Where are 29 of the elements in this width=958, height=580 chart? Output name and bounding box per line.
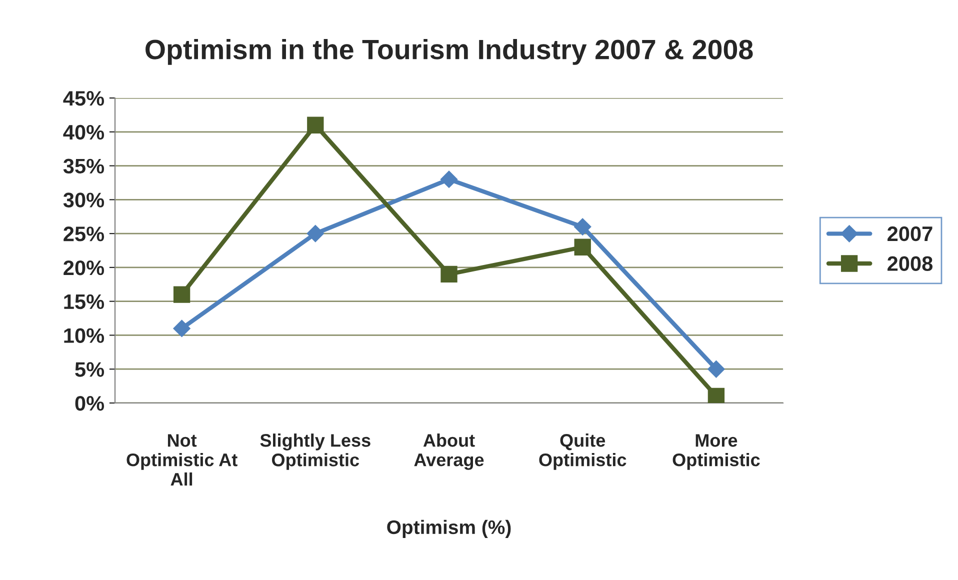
- y-tick-label: 15%: [64, 294, 104, 310]
- point: [306, 225, 324, 242]
- x-axis-title: Optimism (%): [387, 520, 511, 538]
- x-tick-label: Slightly Less Optimistic: [260, 434, 370, 470]
- point: [708, 388, 725, 403]
- y-tick-label: 35%: [63, 158, 104, 174]
- y-tick-label: 0%: [75, 396, 104, 411]
- point: [173, 286, 190, 303]
- point: [440, 266, 458, 283]
- legend-label: 2008: [888, 256, 933, 272]
- y-tick-label: 10%: [64, 328, 104, 343]
- x-tick-label: About Average: [414, 434, 484, 470]
- y-tick-label: 45%: [63, 91, 104, 106]
- y-tick-label: 5%: [75, 362, 104, 377]
- x-tick-label: Not Optimistic At All: [126, 434, 238, 486]
- point: [574, 238, 591, 256]
- point: [307, 116, 324, 134]
- point: [574, 218, 592, 236]
- y-tick-label: 40%: [63, 124, 104, 140]
- legend-label: 2007: [888, 226, 932, 242]
- y-tick-label: 25%: [64, 226, 104, 242]
- point: [708, 360, 725, 378]
- x-tick-label: More Optimistic: [672, 434, 760, 470]
- x-tick-label: Quite Optimistic: [539, 434, 626, 470]
- y-tick-label: 20%: [64, 260, 104, 276]
- chart-title: Optimism in the Tourism Industry 2007 & 2008: [146, 38, 753, 65]
- y-tick-label: 30%: [63, 192, 104, 208]
- point: [173, 320, 190, 337]
- point: [440, 170, 458, 188]
